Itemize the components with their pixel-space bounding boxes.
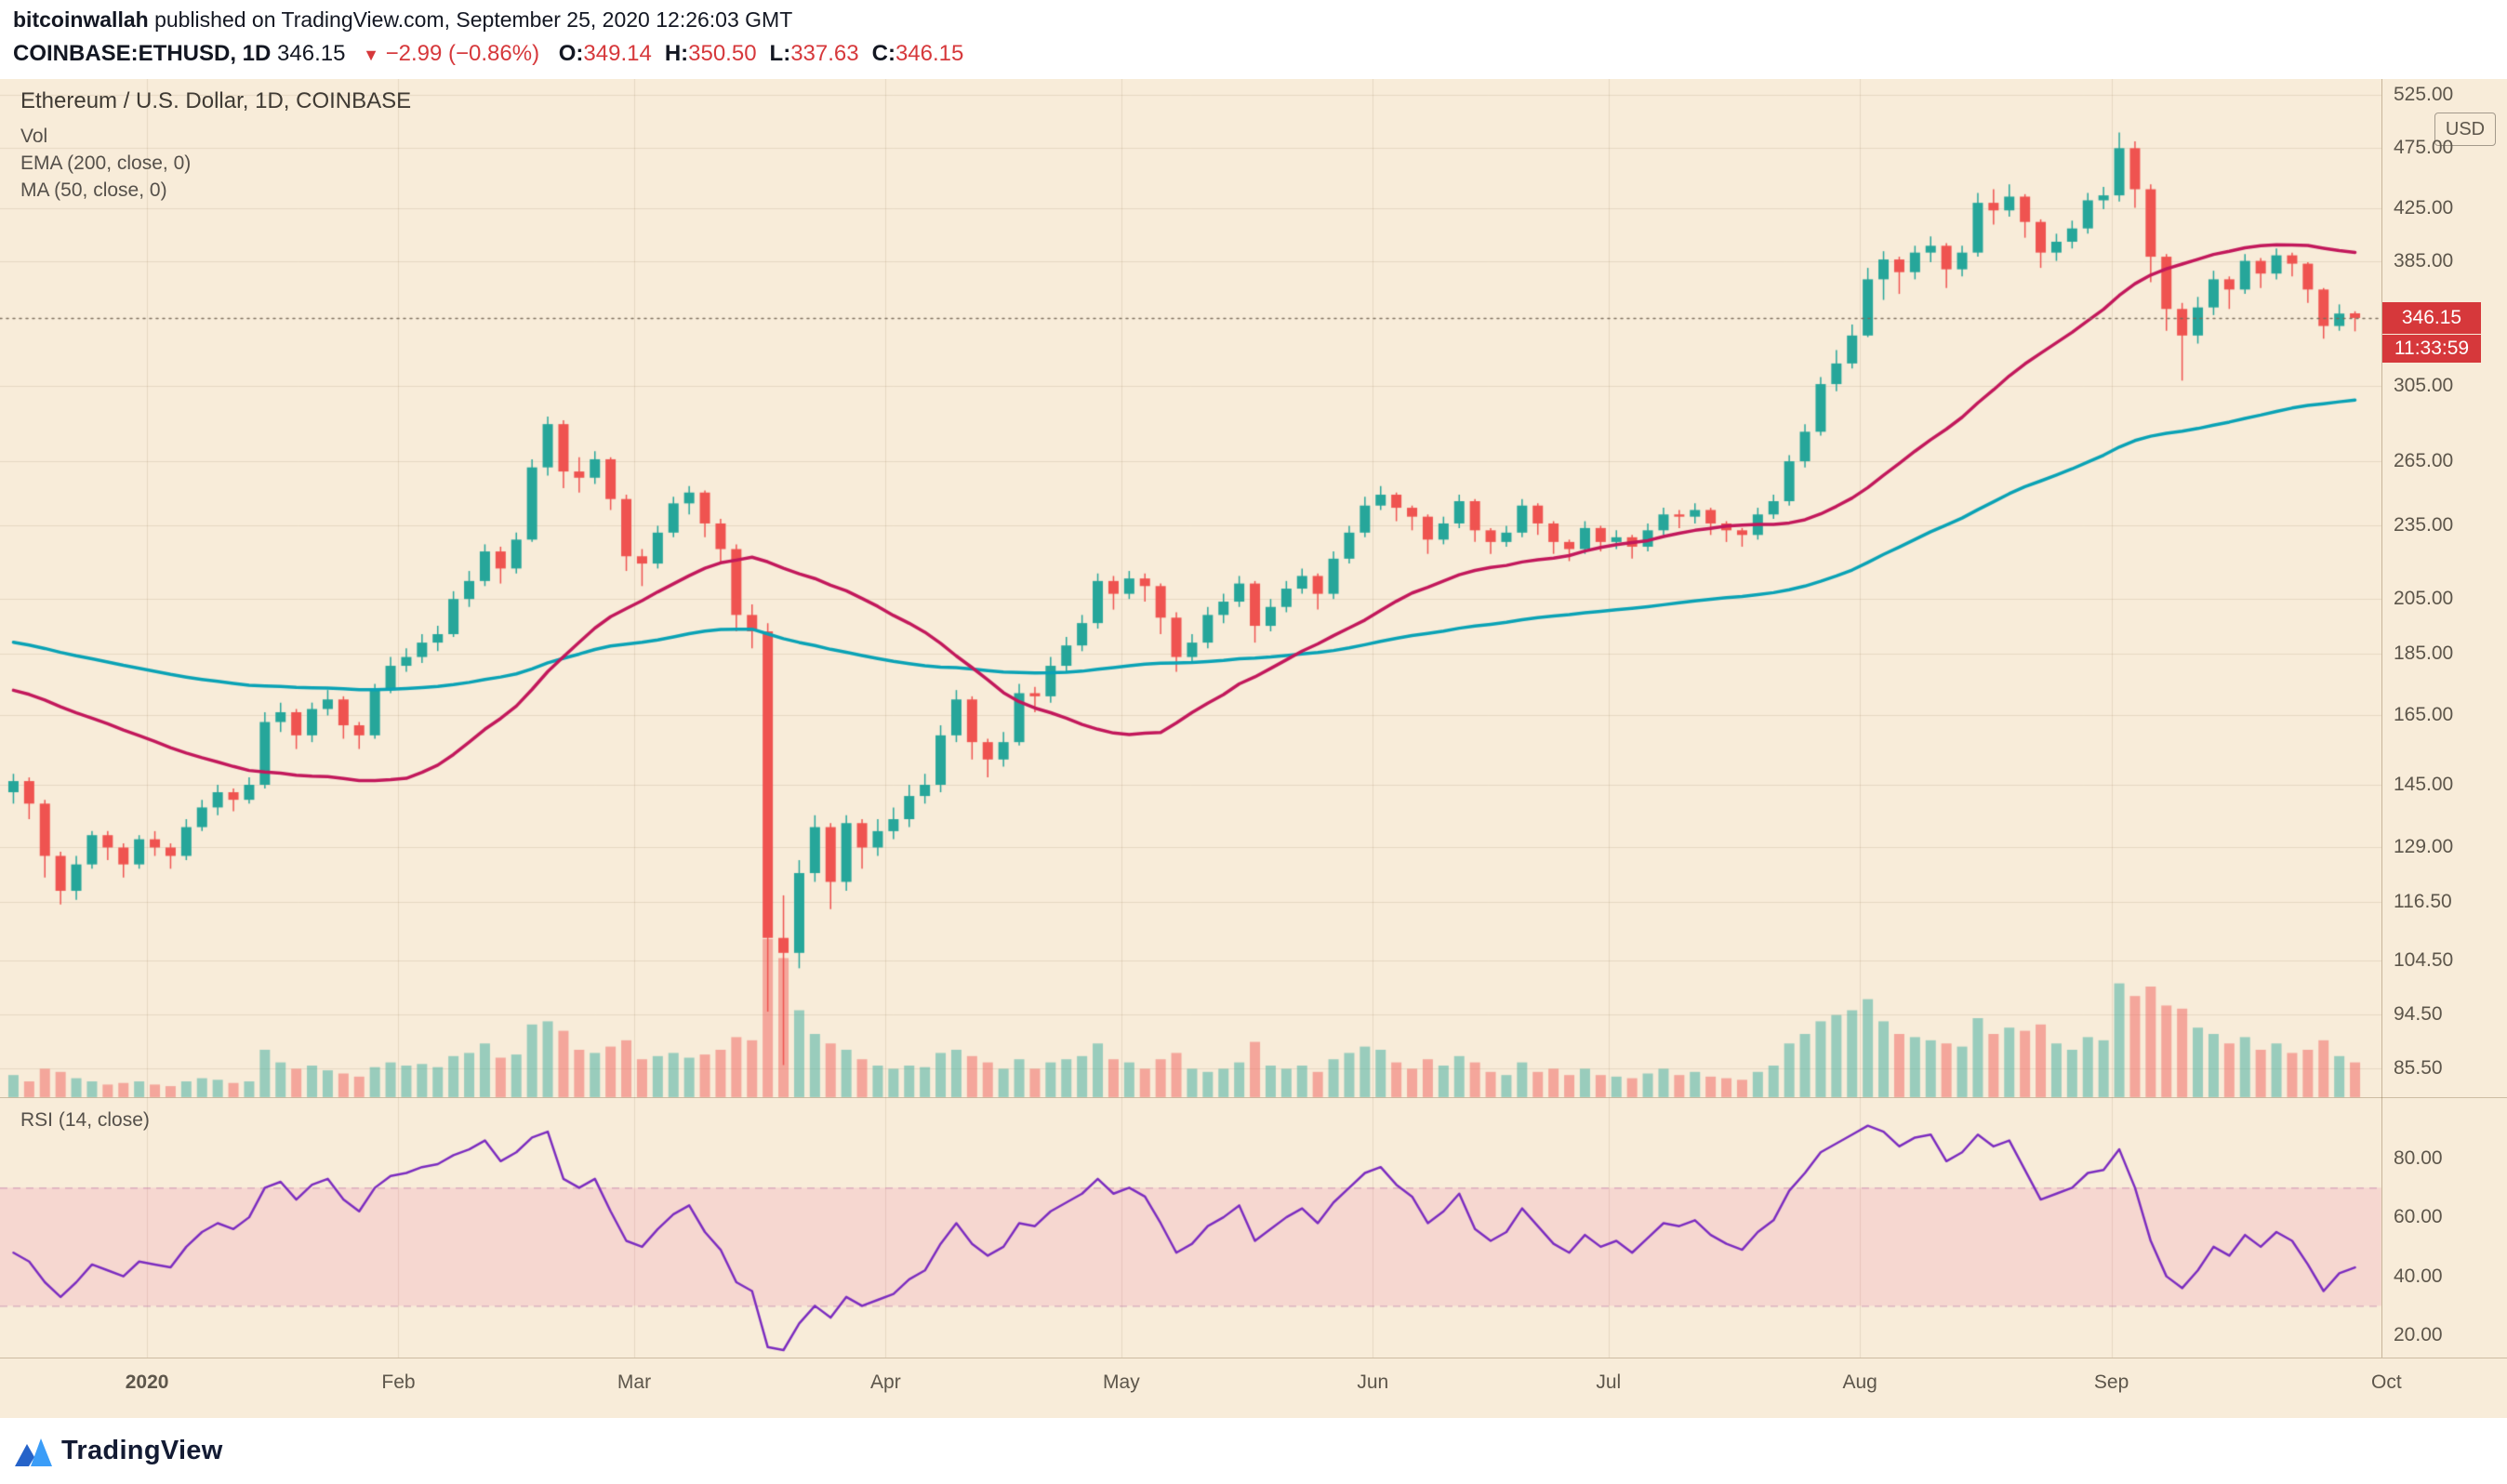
time-axis-label: Feb [381, 1371, 416, 1393]
chart-legend: Ethereum / U.S. Dollar, 1D, COINBASE Vol… [20, 88, 411, 204]
ohlc-value: 346.15 [895, 41, 964, 66]
price-change: ▼ −2.99 (−0.86%) [363, 41, 539, 66]
publish-header: bitcoinwallah published on TradingView.c… [0, 0, 2507, 79]
time-axis-label: 2020 [125, 1371, 169, 1393]
time-axis-label: Jun [1357, 1371, 1389, 1393]
time-axis-label: Apr [870, 1371, 901, 1393]
price-tick-label: 185.00 [2394, 643, 2454, 665]
price-tick-label: 104.50 [2394, 949, 2454, 972]
rsi-tick-label: 20.00 [2394, 1324, 2443, 1346]
last-price-badge: 346.15 [2382, 301, 2481, 334]
ohlc-value: 350.50 [688, 41, 757, 66]
price-tick-label: 205.00 [2394, 588, 2454, 610]
price-tick-label: 305.00 [2394, 374, 2454, 396]
ohlc-label: H: [664, 41, 689, 66]
rsi-tick-label: 60.00 [2394, 1206, 2443, 1228]
ohlc-value: 337.63 [790, 41, 859, 66]
price-tick-label: 525.00 [2394, 83, 2454, 105]
time-axis-label: Mar [617, 1371, 652, 1393]
rsi-tick-label: 80.00 [2394, 1146, 2443, 1169]
price-tick-label: 165.00 [2394, 704, 2454, 726]
currency-toggle-button[interactable]: USD [2434, 113, 2496, 146]
rsi-tick-label: 40.00 [2394, 1265, 2443, 1287]
chart-region: Ethereum / U.S. Dollar, 1D, COINBASE Vol… [0, 79, 2507, 1418]
ohlc-label: O: [558, 41, 584, 66]
price-tick-label: 145.00 [2394, 774, 2454, 796]
last-price: 346.15 [277, 41, 346, 66]
ohlc-value: 349.14 [583, 41, 652, 66]
publish-info-line: bitcoinwallah published on TradingView.c… [13, 7, 792, 33]
price-tick-label: 385.00 [2394, 249, 2454, 272]
time-axis-label: Oct [2371, 1371, 2402, 1393]
price-tick-label: 129.00 [2394, 836, 2454, 858]
price-chart-canvas[interactable] [0, 79, 2507, 1418]
price-tick-label: 116.50 [2394, 891, 2452, 913]
price-change-text: −2.99 (−0.86%) [385, 41, 540, 66]
symbol-info-bar: COINBASE:ETHUSD, 1D 346.15 ▼ −2.99 (−0.8… [13, 41, 963, 67]
price-tick-label: 425.00 [2394, 196, 2454, 219]
price-axis-border [2381, 79, 2382, 1358]
pane-separator-main-rsi[interactable] [0, 1097, 2507, 1098]
tradingview-wordmark[interactable]: TradingView [61, 1436, 223, 1465]
ohlc-label: C: [871, 41, 895, 66]
time-axis-label: Sep [2093, 1371, 2129, 1393]
time-axis-label: Aug [1842, 1371, 1877, 1393]
ohlc-label: L: [769, 41, 791, 66]
down-triangle-icon: ▼ [363, 46, 379, 64]
time-axis-label: Jul [1596, 1371, 1622, 1393]
price-tick-label: 94.50 [2394, 1003, 2443, 1026]
price-tick-label: 235.00 [2394, 514, 2454, 537]
price-tick-label: 85.50 [2394, 1056, 2443, 1079]
symbol-name[interactable]: COINBASE:ETHUSD, 1D [13, 41, 272, 66]
legend-symbol-title[interactable]: Ethereum / U.S. Dollar, 1D, COINBASE [20, 88, 412, 113]
rsi-legend[interactable]: RSI (14, close) [20, 1109, 150, 1131]
legend-indicator-0[interactable]: Vol [20, 126, 48, 147]
price-tick-label: 475.00 [2394, 137, 2454, 159]
legend-indicator-1[interactable]: EMA (200, close, 0) [20, 152, 192, 174]
ohlc-values: O:349.14 H:350.50 L:337.63 C:346.15 [546, 41, 964, 66]
time-axis-label: May [1103, 1371, 1140, 1393]
price-tick-label: 265.00 [2394, 450, 2454, 472]
tradingview-logo-icon[interactable] [15, 1437, 52, 1466]
bar-countdown-badge: 11:33:59 [2382, 334, 2481, 363]
author-name[interactable]: bitcoinwallah [13, 7, 149, 32]
footer: TradingView [0, 1418, 2507, 1484]
legend-indicator-2[interactable]: MA (50, close, 0) [20, 179, 167, 201]
published-text: published on TradingView.com, September … [148, 7, 793, 32]
